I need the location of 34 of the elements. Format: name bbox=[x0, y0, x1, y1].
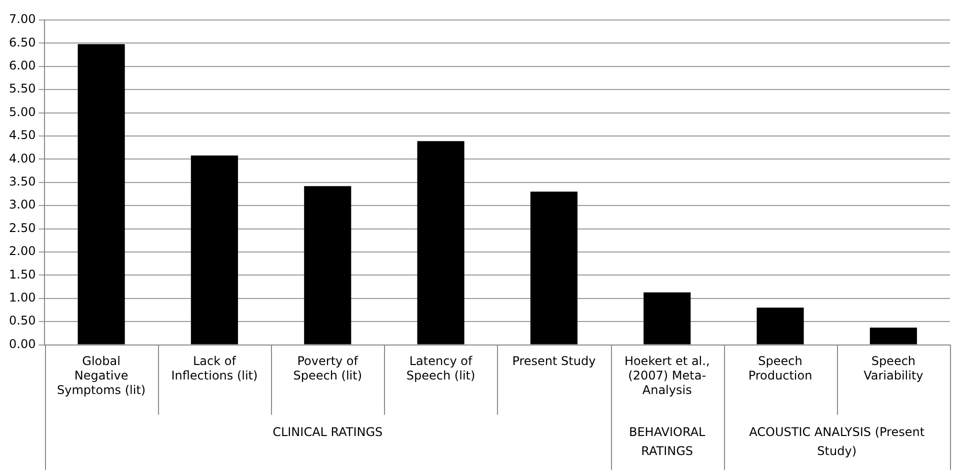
y-tick-label: 1.00 bbox=[9, 290, 36, 305]
y-tick-label: 5.00 bbox=[9, 104, 36, 119]
x-tick-label: Speech Production bbox=[748, 354, 812, 383]
text: CLINICAL RATINGS bbox=[272, 424, 383, 439]
y-tick-label: 0.50 bbox=[9, 314, 36, 328]
y-tick-label: 0.00 bbox=[9, 336, 36, 351]
bar bbox=[756, 308, 804, 344]
x-tick-label: Hoekert et al., (2007) Meta-Analysis bbox=[624, 354, 710, 397]
y-tick-label: 7.00 bbox=[9, 12, 36, 26]
y-tick-label: 4.50 bbox=[9, 128, 36, 142]
bar bbox=[530, 192, 578, 344]
x-tick-label: Speech Variability bbox=[864, 354, 924, 383]
bar bbox=[78, 44, 125, 344]
y-tick-label: 6.50 bbox=[9, 35, 36, 50]
x-tick-label: Present Study bbox=[512, 354, 596, 368]
text: ACOUSTIC ANALYSIS (Present Study) bbox=[749, 424, 925, 458]
x-tick-label: Lack of Inflections (lit) bbox=[171, 354, 258, 383]
bar bbox=[304, 186, 352, 344]
x-tick-label: Global Negative Symptoms (lit) bbox=[57, 354, 146, 397]
bar bbox=[190, 155, 238, 344]
y-tick-label: 6.00 bbox=[9, 58, 36, 73]
y-tick-label: 2.50 bbox=[9, 220, 36, 235]
y-tick-label: 1.50 bbox=[9, 267, 36, 282]
y-tick-label: 5.50 bbox=[9, 82, 36, 96]
text: BEHAVIORAL RATINGS bbox=[628, 424, 706, 458]
y-tick-label: 2.00 bbox=[9, 244, 36, 258]
bar bbox=[644, 292, 691, 344]
y-tick-label: 4.00 bbox=[9, 151, 36, 166]
y-tick-label: 3.00 bbox=[9, 198, 36, 212]
bar bbox=[417, 141, 464, 344]
x-tick-label: Poverty of Speech (lit) bbox=[293, 354, 362, 383]
y-tick-label: 3.50 bbox=[9, 174, 36, 189]
bar bbox=[870, 328, 917, 344]
x-tick-label: Latency of Speech (lit) bbox=[406, 354, 476, 383]
